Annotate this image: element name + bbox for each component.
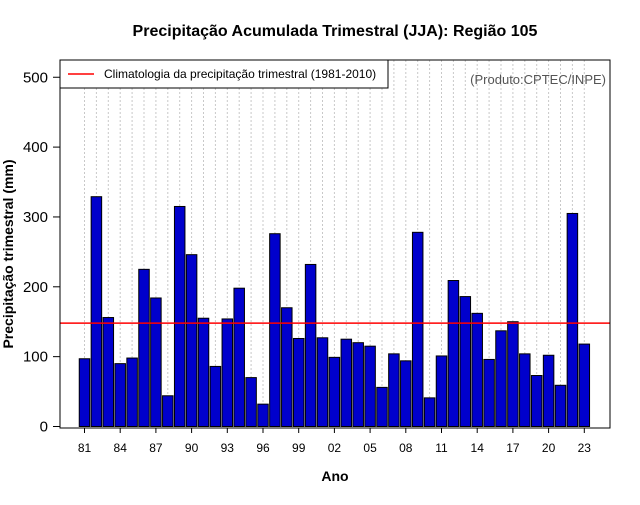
bar-09 [411,231,424,427]
bar-87 [150,297,162,428]
x-axis-label: Ano [321,468,348,484]
y-tick-label: 100 [23,349,48,366]
y-tick-label: 200 [23,279,48,296]
x-tick-label: 23 [578,441,592,455]
bar-92 [209,365,222,427]
bar-15 [483,358,495,427]
x-tick-label: 90 [185,441,199,455]
bar-22 [566,212,579,427]
bar-23 [578,343,591,427]
x-axis: 81 84 87 90 93 96 99 02 05 08 11 14 17 20 23 [78,428,591,455]
bar-85 [126,357,138,427]
x-tick-label: 20 [542,441,556,455]
bar-03 [340,338,353,427]
bar-06 [376,386,388,428]
bar-96 [257,403,269,428]
bar-86 [138,268,150,427]
bar-13 [459,296,472,428]
bar-99 [292,337,305,428]
bar-84 [114,363,126,428]
bar-18 [519,353,531,427]
x-tick-label: 96 [256,441,270,455]
chart-title: Precipitação Acumulada Trimestral (JJA):… [133,23,538,40]
bar-07 [388,353,400,427]
bar-97 [269,233,281,427]
legend-box [59,59,389,89]
bar-12 [447,280,460,427]
bar-10 [423,397,436,428]
x-tick-label: 05 [363,441,377,455]
x-tick-label: 99 [292,441,306,455]
x-tick-label: 11 [435,441,448,455]
bar-20 [542,354,555,427]
legend-label: Climatologia da precipitação trimestral … [104,67,376,81]
bar-16 [495,330,507,428]
bar-88 [162,395,174,427]
y-tick-label: 400 [23,139,48,156]
x-tick-label: 17 [506,441,520,455]
x-tick-label: 84 [114,441,128,455]
x-tick-label: 08 [399,441,413,455]
bar-17 [507,321,519,428]
bar-95 [245,377,257,428]
bar-83 [102,317,115,427]
x-tick-label: 87 [149,441,163,455]
bar-93 [221,318,234,427]
bar-90 [185,254,198,427]
bar-82 [90,196,103,427]
y-tick-label: 500 [23,69,48,86]
bar-89 [173,205,186,427]
x-tick-label: 81 [78,441,92,455]
bar-81 [78,358,91,428]
bar-21 [554,384,567,428]
x-tick-label: 14 [471,441,485,455]
bar-94 [233,287,245,427]
y-axis-label: Precipitação trimestral (mm) [0,159,16,348]
bar-98 [281,307,293,428]
x-tick-label: 02 [328,441,342,455]
bar-08 [400,360,412,427]
y-tick-label: 300 [23,209,48,226]
x-tick-label: 93 [221,441,235,455]
bar-91 [197,317,210,428]
y-axis: 0 100 200 300 400 500 [23,69,60,436]
bar-01 [316,337,329,427]
bar-19 [530,375,543,427]
y-tick-label: 0 [40,419,48,436]
bar-00 [304,263,317,427]
bar-04 [352,342,364,427]
bars [78,196,591,428]
bar-02 [328,356,341,428]
bar-14 [471,312,483,427]
legend: Climatologia da precipitação trimestral … [59,59,389,89]
source-note: (Produto:CPTEC/INPE) [470,72,606,87]
bar-05 [364,345,376,427]
bar-11 [435,355,448,428]
